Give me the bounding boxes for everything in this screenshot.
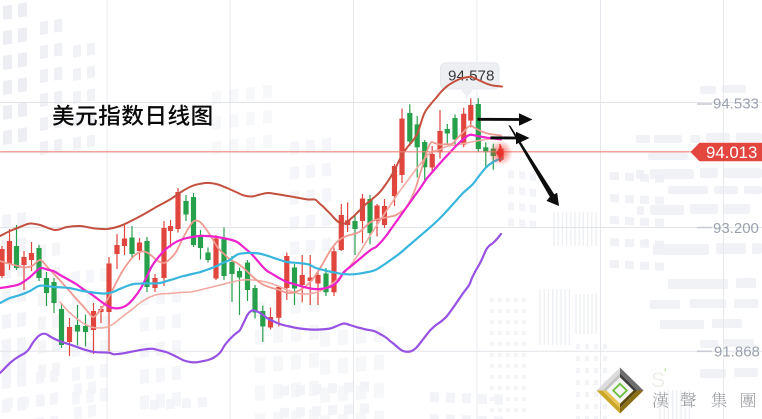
svg-text:S: S (651, 369, 665, 392)
svg-text:94.013: 94.013 (706, 143, 757, 162)
svg-text:94.533: 94.533 (713, 96, 759, 113)
svg-text:93.200: 93.200 (713, 220, 759, 237)
svg-text:′: ′ (664, 366, 667, 380)
svg-text:91.868: 91.868 (714, 344, 760, 361)
